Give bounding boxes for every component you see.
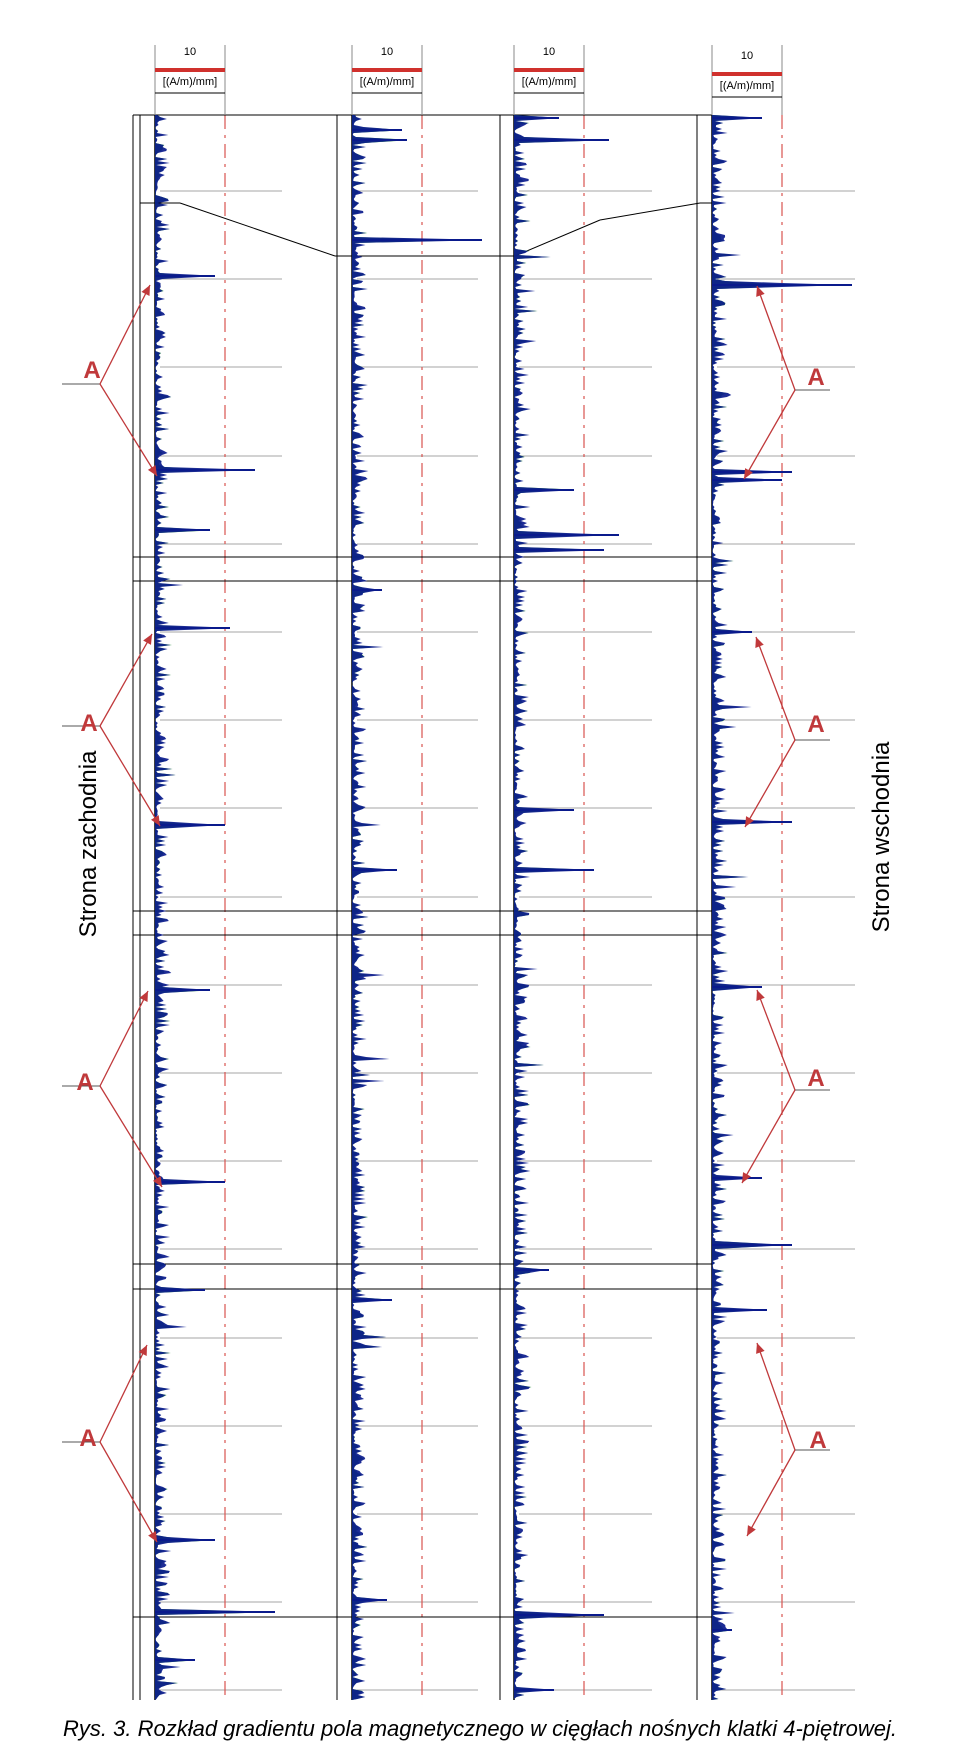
scale-bar-3 [514,68,584,72]
trace-green-1 [155,115,247,1700]
annotation-arrow-7-1 [756,989,796,1091]
annotation-arrow-1-2 [99,383,158,477]
west-side-label: Strona zachodnia [75,750,102,938]
annotation-arrow-8-1 [756,1342,796,1451]
trace-blue-3 [514,115,619,1700]
connector-line-5 [599,202,701,221]
annotation-arrowhead-1-1 [141,285,150,296]
annotation-arrow-2-2 [99,725,161,827]
annotation-arrow-7-2 [741,1089,796,1184]
channel-2-scale-value: 10 [380,46,394,58]
channel-3-unit: [(A/m)/mm] [521,76,577,88]
figure-caption: Rys. 3. Rozkład gradientu pola magnetycz… [63,1716,897,1741]
scale-bar-1 [155,68,225,72]
annotation-arrowhead-2-1 [143,634,152,645]
channel-1-scale-value: 10 [183,46,197,58]
connector-line-4 [514,219,601,257]
annotation-arrowhead-4-2 [148,1531,157,1542]
trace-green-3 [514,115,588,1700]
annotation-arrowhead-7-2 [742,1172,751,1183]
east-side-label: Strona wschodnia [868,741,895,933]
annotation-arrowhead-2-2 [150,815,160,826]
annotation-arrowhead-5-1 [756,286,765,297]
annotation-a-east-2: A [807,711,825,738]
trace-green-2 [352,115,437,1700]
annotation-a-west-2: A [80,710,98,737]
annotation-arrow-3-2 [99,1085,163,1188]
scale-bar-2 [352,68,422,72]
annotation-a-east-4: A [809,1427,827,1454]
annotation-arrowhead-3-2 [152,1176,162,1187]
annotation-arrow-8-2 [746,1449,796,1537]
annotation-a-west-1: A [83,357,101,384]
annotation-arrowhead-7-1 [756,990,765,1001]
channel-1-unit: [(A/m)/mm] [162,76,218,88]
annotation-a-east-1: A [807,364,825,391]
scale-bar-4 [712,72,782,76]
channel-3-scale-value: 10 [542,46,556,58]
annotation-arrowhead-5-2 [744,468,753,479]
connector-line-2 [179,202,336,257]
annotation-arrowhead-6-2 [745,816,754,827]
annotation-arrowhead-1-2 [147,465,157,476]
annotation-arrowhead-8-2 [747,1525,756,1536]
annotation-arrow-1-1 [99,284,151,385]
annotation-arrowhead-3-1 [139,991,148,1002]
channel-4-scale-value: 10 [740,50,754,62]
annotation-a-east-3: A [807,1065,825,1092]
trace-blue-1 [155,115,245,1700]
annotation-arrows [62,284,830,1543]
annotation-arrow-6-1 [755,636,796,741]
annotation-arrow-5-1 [756,285,796,391]
annotation-arrow-6-2 [744,739,796,828]
annotation-arrowhead-8-1 [756,1343,765,1354]
trace-layer [155,115,852,1700]
annotation-arrow-2-1 [99,633,153,727]
annotation-arrow-3-1 [99,990,149,1087]
annotation-arrow-4-1 [99,1344,148,1443]
channel-4-unit: [(A/m)/mm] [719,80,775,92]
annotation-arrow-5-2 [743,389,796,480]
channel-2-unit: [(A/m)/mm] [359,76,415,88]
annotation-a-west-4: A [79,1425,97,1452]
grid-layer [154,115,855,1700]
annotation-arrowhead-6-1 [755,637,764,648]
trace-blue-2 [352,115,450,1700]
frame-layer [132,45,783,1700]
annotation-a-west-3: A [76,1069,94,1096]
annotation-arrowhead-4-1 [138,1345,147,1356]
annotation-arrow-4-2 [99,1441,158,1543]
